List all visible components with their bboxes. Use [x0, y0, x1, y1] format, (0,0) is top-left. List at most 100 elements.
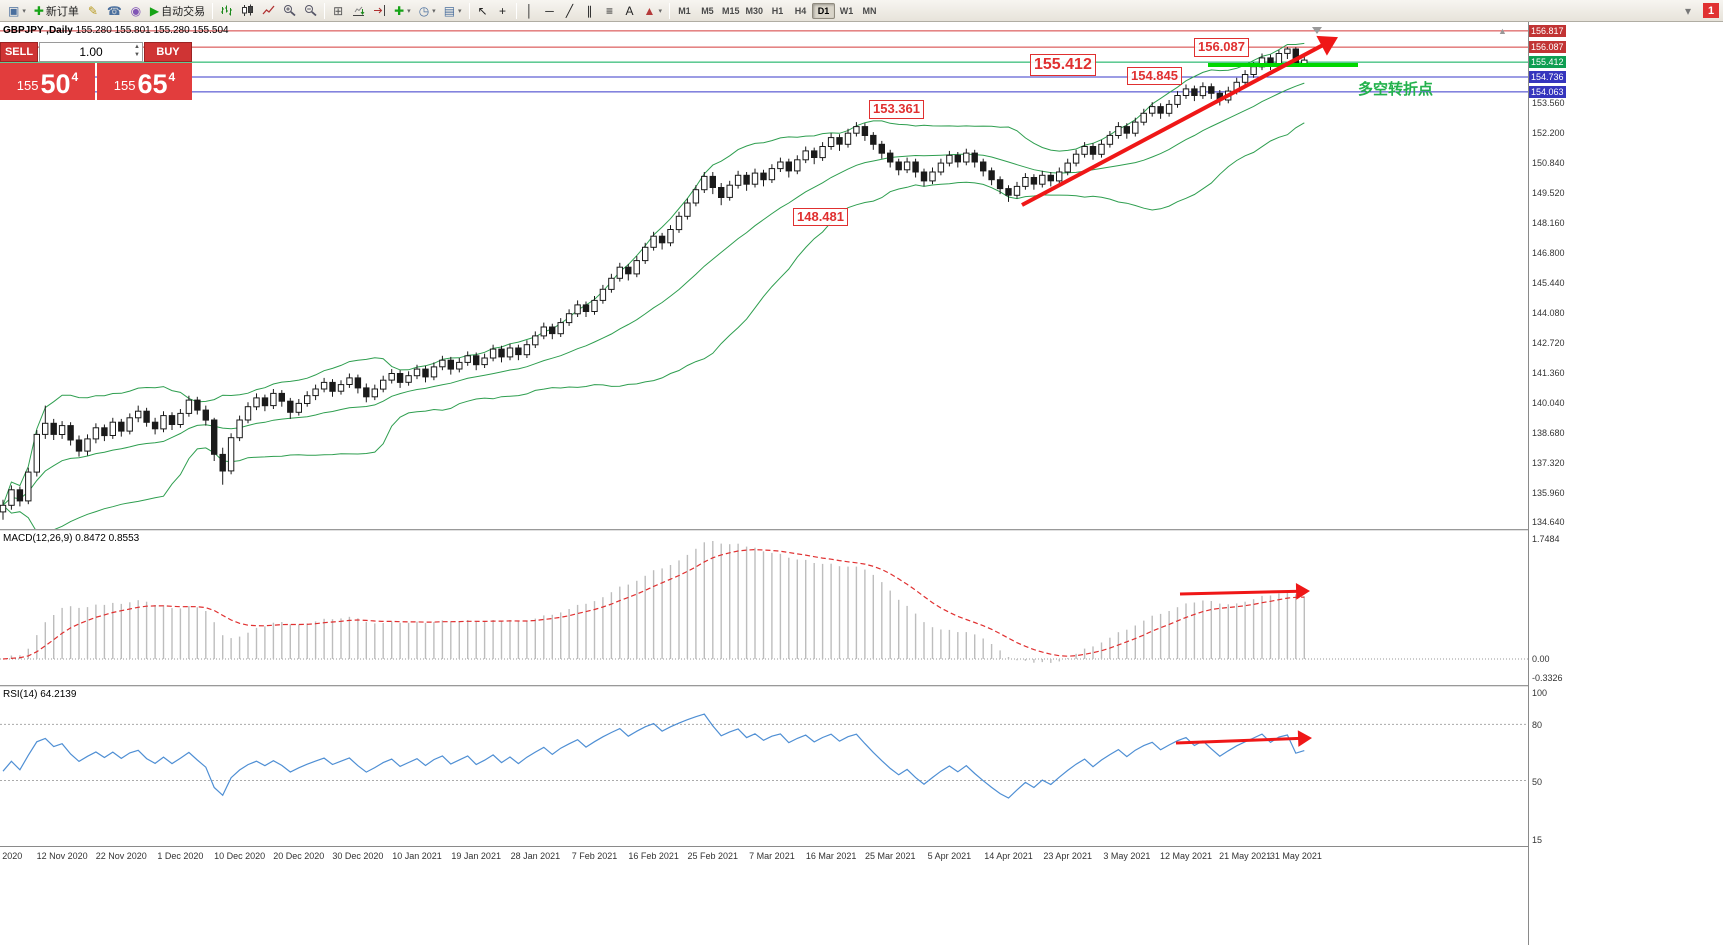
panel-splitter[interactable] [0, 685, 1568, 687]
macd-axis-label: 0.00 [1532, 654, 1550, 664]
timeframe-m5-button[interactable]: M5 [701, 5, 714, 16]
zoom-in-button[interactable] [279, 2, 300, 20]
date-label: 14 Apr 2021 [984, 851, 1033, 861]
market-depth-icon: ☎ [106, 3, 122, 18]
timeframe-h4-button[interactable]: H4 [794, 5, 807, 16]
text-annotation[interactable]: 多空转折点 [1358, 81, 1434, 99]
spinner-down-icon[interactable]: ▼ [134, 51, 140, 58]
metaeditor-button[interactable]: ✎ [83, 2, 103, 20]
date-label: 5 Apr 2021 [927, 851, 972, 861]
crosshair-button[interactable]: + [493, 2, 513, 20]
equidistant-channel-button[interactable]: ∥ [580, 2, 600, 20]
timeframe-h1-button[interactable]: H1 [771, 5, 784, 16]
date-label: 10 Dec 2020 [214, 851, 266, 861]
autotrading-icon: ▶ [149, 3, 160, 18]
trendline-button[interactable]: ╱ [560, 2, 580, 20]
date-label: 25 Mar 2021 [864, 851, 916, 861]
new-order-button[interactable]: ✚ 新订单 [33, 3, 79, 18]
new-chart-icon: ✚ [394, 3, 405, 18]
price-tick-label: 146.800 [1532, 247, 1565, 258]
cursor-button[interactable]: ↖ [473, 2, 493, 20]
spinner-up-icon[interactable]: ▲ [134, 44, 140, 50]
periods-button[interactable]: ◷ ▾ [415, 2, 440, 20]
sell-price[interactable]: 155 50 4 [0, 63, 95, 100]
text-label-button[interactable]: A [620, 2, 640, 20]
chart-up-arrow-icon[interactable]: ▲ [1498, 26, 1507, 36]
rsi-canvas[interactable] [0, 687, 1528, 846]
price-line-tag: 156.817 [1529, 24, 1566, 37]
rsi-axis-label: 100 [1532, 688, 1548, 698]
price-tick-label: 150.840 [1532, 158, 1565, 169]
toolbar-separator [324, 2, 326, 19]
tile-windows-button[interactable]: ⊞ [328, 2, 348, 20]
horizontal-line-button[interactable]: ─ [540, 2, 560, 20]
macd-label: MACD(12,26,9) 0.8472 0.8553 [3, 533, 140, 544]
price-annotation[interactable]: 153.361 [869, 100, 924, 119]
price-annotation[interactable]: 154.845 [1127, 66, 1182, 85]
community-button[interactable]: ◉ [126, 2, 146, 20]
price-tick-label: 140.040 [1532, 397, 1565, 408]
toolbar-options-button[interactable]: ▾ [1678, 2, 1698, 20]
trade-widget-controls: SELL 1.00 ▲ ▼ BUY [0, 42, 192, 62]
zoom-out-button[interactable] [300, 2, 321, 20]
trendline-icon: ╱ [565, 3, 574, 18]
bar-chart-button[interactable] [216, 2, 237, 20]
new-chart-button[interactable]: ✚ ▾ [390, 2, 415, 20]
candlestick-chart-button[interactable] [237, 2, 258, 20]
toolbar-separator [212, 2, 214, 19]
sell-button[interactable]: SELL [0, 42, 38, 62]
volume-value[interactable]: 1.00 [79, 45, 103, 59]
notification-badge[interactable]: 1 [1703, 3, 1719, 18]
timeframe-d1-button[interactable]: D1 [811, 2, 835, 19]
main-chart-canvas[interactable] [0, 24, 1528, 529]
date-label: 7 Feb 2021 [571, 851, 618, 861]
buy-price[interactable]: 155 65 4 [97, 63, 192, 100]
date-label: 21 May 2021 [1219, 851, 1272, 861]
sell-price-prefix: 155 [16, 78, 39, 93]
chart-window: Nov 2020 12 Nov 2020 22 Nov 2020 1 Dec 2020… [0, 22, 1568, 945]
line-chart-button[interactable] [258, 2, 279, 20]
templates-button[interactable]: ▤ ▾ [440, 2, 466, 20]
ohlc-values: 155.280 155.801 155.280 155.504 [75, 25, 229, 36]
timeframe-w1-button[interactable]: W1 [839, 5, 854, 16]
macd-canvas[interactable] [0, 531, 1528, 685]
date-axis[interactable]: Nov 2020 12 Nov 2020 22 Nov 2020 1 Dec 2020… [0, 846, 1528, 865]
toolbar-options-icon: ▾ [1684, 3, 1692, 18]
symbol-period-label: GBPJPY ,Daily [3, 25, 73, 36]
chevron-down-icon: ▾ [658, 7, 662, 15]
fibonacci-button[interactable]: ≡ [600, 2, 620, 20]
date-label: 7 Mar 2021 [749, 851, 795, 861]
price-line-tag: 155.412 [1529, 56, 1566, 69]
panel-splitter[interactable] [0, 529, 1568, 531]
buy-button[interactable]: BUY [144, 42, 192, 62]
price-tick-label: 135.960 [1532, 487, 1565, 498]
auto-scroll-button[interactable] [348, 2, 369, 20]
price-annotation[interactable]: 155.412 [1030, 54, 1096, 77]
volume-input[interactable]: 1.00 ▲ ▼ [39, 42, 143, 62]
vertical-line-icon: │ [525, 3, 534, 18]
date-label: 30 Dec 2020 [332, 851, 384, 861]
vertical-line-button[interactable]: │ [520, 2, 540, 20]
periods-icon: ◷ [418, 3, 430, 18]
price-axis[interactable]: 153.560 152.200 150.840 149.520 148.160 146.8… [1528, 22, 1568, 945]
macd-axis-label: -0.3326 [1532, 673, 1563, 683]
timeframe-mn-button[interactable]: MN [862, 5, 877, 16]
macd-axis-label: 1.7484 [1532, 534, 1560, 544]
chart-shift-button[interactable] [369, 2, 390, 20]
crosshair-icon: + [499, 3, 507, 18]
market-depth-button[interactable]: ☎ [103, 2, 126, 20]
timeframe-m30-button[interactable]: M30 [745, 5, 763, 16]
timeframe-m1-button[interactable]: M1 [678, 5, 691, 16]
timeframe-m15-button[interactable]: M15 [721, 5, 740, 16]
autotrading-button[interactable]: ▶ 自动交易 [149, 3, 206, 18]
chevron-down-icon: ▾ [22, 7, 26, 15]
price-annotation[interactable]: 156.087 [1194, 38, 1249, 57]
date-label: 12 Nov 2020 [36, 851, 88, 861]
chart-window-button[interactable]: ▣ ▾ [4, 2, 30, 20]
buy-price-prefix: 155 [113, 78, 136, 93]
templates-icon: ▤ [443, 3, 456, 18]
shapes-button[interactable]: ▲ ▾ [640, 2, 666, 20]
price-annotation[interactable]: 148.481 [793, 208, 848, 227]
date-label: 3 May 2021 [1103, 851, 1151, 861]
volume-spinner[interactable]: ▲ ▼ [134, 44, 140, 60]
